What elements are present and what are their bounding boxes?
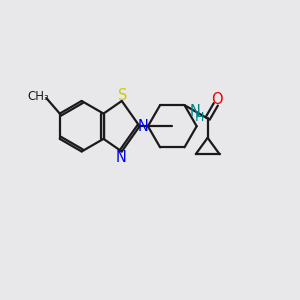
Text: S: S <box>118 88 127 103</box>
Text: N: N <box>138 119 148 134</box>
Text: CH₃: CH₃ <box>27 90 49 103</box>
Text: N: N <box>190 104 201 119</box>
Text: H: H <box>195 111 204 124</box>
Text: O: O <box>211 92 223 107</box>
Text: N: N <box>116 150 127 165</box>
